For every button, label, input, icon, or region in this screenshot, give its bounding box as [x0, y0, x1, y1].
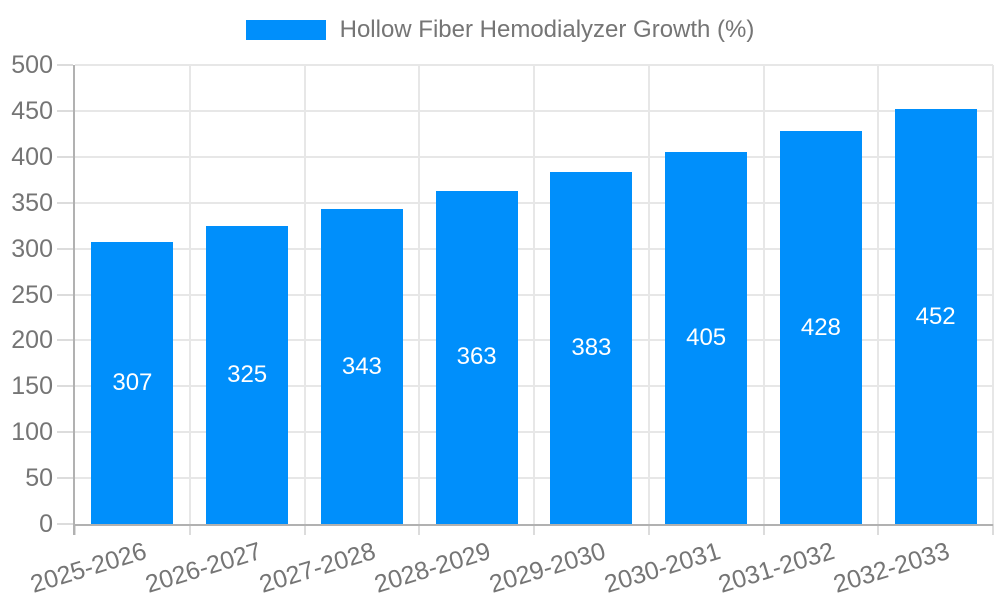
y-tick-label: 0 [39, 510, 53, 538]
bar-value-label: 383 [571, 334, 612, 362]
x-tick-label: 2030-2031 [600, 537, 724, 599]
x-tick-mark [762, 524, 765, 535]
x-tick-mark [992, 524, 994, 535]
bar[interactable]: 307 [91, 242, 174, 524]
legend-swatch [245, 20, 326, 40]
y-tick-mark [57, 431, 73, 434]
y-tick-mark [57, 155, 73, 158]
x-tick-mark [74, 524, 76, 535]
y-tick-label: 150 [11, 372, 53, 401]
y-tick-label: 100 [11, 418, 53, 447]
vertical-gridline [188, 65, 191, 524]
y-tick-mark [57, 523, 73, 525]
vertical-gridline [762, 65, 765, 524]
x-tick-label: 2026-2027 [141, 537, 265, 599]
bar[interactable]: 363 [435, 190, 518, 524]
x-tick-label: 2028-2029 [371, 537, 494, 599]
bar[interactable]: 343 [320, 209, 403, 524]
x-tick-label: 2031-2032 [715, 537, 839, 599]
y-tick-label: 350 [11, 188, 53, 217]
y-tick-mark [57, 109, 73, 112]
vertical-gridline [533, 65, 535, 524]
x-tick-label: 2029-2030 [486, 537, 609, 599]
x-tick-mark [533, 524, 535, 535]
x-axis-line [73, 524, 993, 526]
y-tick-mark [57, 477, 73, 480]
x-tick-label: 2027-2028 [256, 537, 380, 599]
bar[interactable]: 428 [779, 131, 862, 524]
y-tick-label: 400 [11, 142, 53, 171]
x-tick-mark [188, 524, 191, 535]
x-tick-label: 2032-2033 [830, 537, 953, 599]
bar-value-label: 428 [800, 313, 841, 341]
y-tick-mark [57, 64, 73, 66]
vertical-gridline [877, 65, 880, 524]
y-tick-label: 450 [11, 96, 53, 125]
y-tick-label: 200 [11, 326, 53, 355]
y-tick-label: 50 [25, 464, 53, 493]
x-tick-mark [303, 524, 306, 535]
y-tick-mark [57, 201, 73, 204]
legend-label: Hollow Fiber Hemodialyzer Growth (%) [339, 16, 755, 43]
y-tick-mark [57, 293, 73, 296]
y-tick-mark [57, 339, 73, 342]
bar[interactable]: 383 [550, 172, 633, 524]
bar-value-label: 325 [227, 360, 268, 388]
y-tick-label: 500 [11, 51, 53, 79]
bar[interactable]: 452 [894, 109, 977, 524]
bar-value-label: 343 [341, 352, 382, 380]
y-tick-label: 300 [11, 234, 53, 263]
x-tick-mark [647, 524, 650, 535]
legend[interactable]: Hollow Fiber Hemodialyzer Growth (%) [0, 16, 1000, 44]
bar-value-label: 363 [456, 343, 497, 371]
vertical-gridline [647, 65, 650, 524]
vertical-gridline [303, 65, 306, 524]
bar[interactable]: 405 [665, 152, 748, 524]
bar-value-label: 307 [112, 369, 153, 397]
vertical-gridline [992, 65, 994, 524]
x-tick-label: 2025-2026 [27, 537, 150, 599]
bar-value-label: 452 [915, 302, 956, 330]
x-tick-mark [418, 524, 421, 535]
y-tick-mark [57, 247, 73, 250]
y-axis-line [73, 65, 75, 535]
y-tick-mark [57, 385, 73, 388]
bar[interactable]: 325 [206, 225, 289, 524]
vertical-gridline [418, 65, 421, 524]
y-tick-label: 250 [11, 280, 53, 309]
x-tick-mark [877, 524, 880, 535]
bar-value-label: 405 [686, 324, 727, 352]
